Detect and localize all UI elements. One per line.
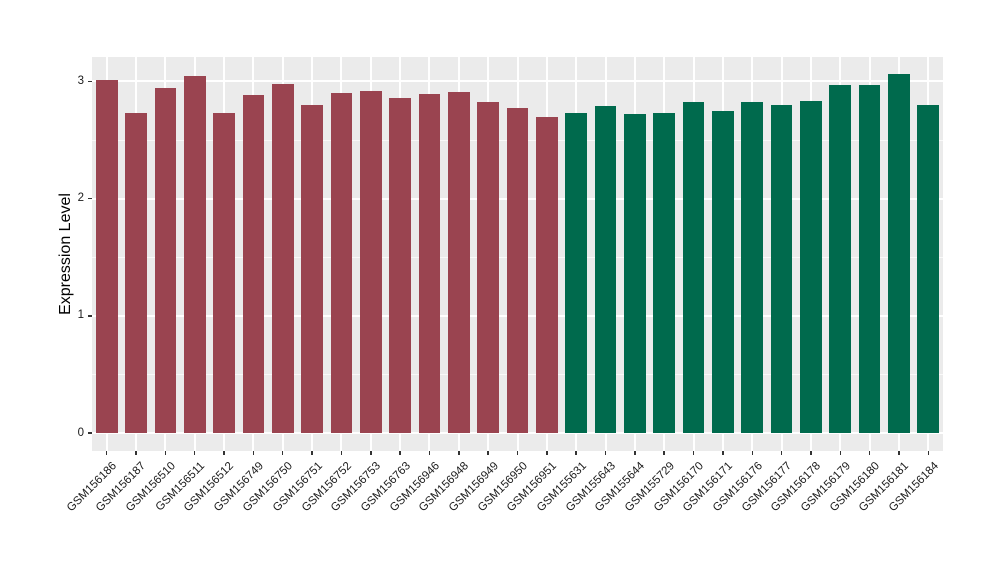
x-axis-tick: [399, 451, 401, 455]
y-axis-tick-label: 1: [77, 309, 84, 322]
x-axis-tick: [604, 451, 607, 455]
x-axis-tick: [193, 451, 196, 455]
bar: [565, 113, 588, 433]
bar: [829, 84, 852, 433]
x-axis-tick: [692, 451, 695, 455]
y-axis-tick-label: 3: [77, 74, 84, 87]
bar: [447, 91, 470, 433]
x-axis-tick: [839, 451, 842, 455]
x-axis-tick: [428, 451, 431, 455]
bar: [301, 104, 323, 433]
bar: [800, 101, 822, 433]
x-axis-tick: [516, 451, 519, 455]
bar: [653, 113, 676, 433]
bar: [389, 97, 411, 433]
bar: [594, 106, 617, 433]
bar: [359, 90, 382, 433]
x-axis-tick: [223, 451, 225, 455]
x-axis-tick: [780, 451, 783, 455]
bar: [125, 113, 147, 433]
bar: [183, 75, 206, 433]
y-axis-tick: [87, 315, 92, 317]
x-axis-tick: [898, 451, 900, 455]
x-axis-tick: [546, 451, 548, 455]
bar: [770, 104, 793, 433]
x-axis-tick: [810, 451, 812, 455]
y-axis-tick: [87, 432, 92, 434]
x-axis-tick: [722, 451, 724, 455]
bar: [682, 102, 705, 433]
x-axis-tick: [164, 451, 167, 455]
x-axis-tick: [252, 451, 255, 455]
bar: [418, 94, 441, 433]
bar: [624, 114, 646, 433]
bar: [712, 110, 734, 433]
x-axis-tick: [311, 451, 313, 455]
x-axis-tick: [751, 451, 753, 455]
y-axis-tick-label: 0: [77, 426, 84, 439]
bar: [213, 113, 235, 433]
bar: [95, 80, 118, 433]
bar: [477, 102, 499, 433]
x-axis-tick: [868, 451, 871, 455]
bar: [888, 74, 910, 433]
x-axis-tick: [487, 451, 489, 455]
bar: [330, 93, 353, 433]
x-axis-tick: [370, 451, 372, 455]
x-axis-tick: [281, 451, 284, 455]
bar: [506, 108, 529, 433]
bar: [154, 88, 177, 433]
x-axis-tick: [663, 451, 665, 455]
plot-panel: [92, 57, 943, 451]
x-axis-tick: [927, 451, 930, 455]
x-axis-tick: [135, 451, 137, 455]
y-axis-tick-label: 2: [77, 192, 84, 205]
x-axis-tick: [575, 451, 577, 455]
bar: [271, 83, 294, 433]
x-axis-tick: [458, 451, 460, 455]
x-axis-tick: [634, 451, 636, 455]
x-axis-tick: [105, 451, 108, 455]
y-axis-title: Expression Level: [57, 193, 74, 315]
y-axis-tick: [87, 80, 92, 83]
bar: [535, 116, 558, 433]
bar: [242, 95, 265, 433]
bar: [917, 104, 940, 433]
y-axis-tick: [87, 197, 92, 200]
x-axis-tick: [340, 451, 343, 455]
bar: [741, 102, 764, 433]
bar: [858, 84, 881, 433]
